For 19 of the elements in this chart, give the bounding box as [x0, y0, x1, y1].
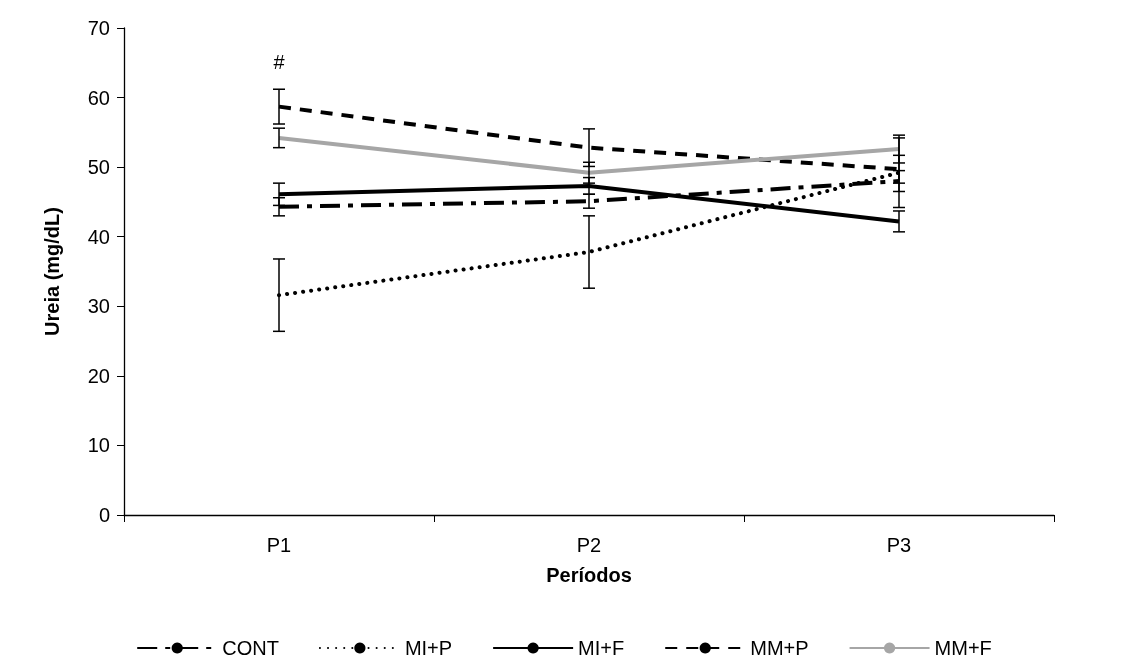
x-axis-title: Períodos — [546, 564, 632, 586]
y-tick-label: 20 — [87, 364, 110, 387]
y-tick-label: 70 — [87, 17, 110, 39]
y-tick-label: 50 — [87, 156, 110, 179]
y-axis-title: Ureia (mg/dL) — [41, 207, 63, 336]
annotation: # — [273, 51, 286, 73]
legend-label: MM+P — [750, 637, 809, 659]
y-tick-label: 60 — [87, 86, 110, 109]
legend-label: CONT — [222, 637, 279, 659]
x-tick-label: P1 — [266, 534, 292, 556]
legend-label: MI+F — [578, 637, 625, 659]
y-tick-label: 10 — [87, 434, 110, 457]
y-tick-label: 30 — [87, 295, 110, 318]
x-tick-label: P3 — [886, 534, 912, 556]
legend-label: MI+P — [404, 637, 453, 659]
x-tick-label: P2 — [576, 534, 602, 556]
legend-label: MM+F — [934, 637, 992, 659]
y-tick-label: 0 — [98, 504, 110, 526]
y-tick-label: 40 — [87, 225, 110, 248]
